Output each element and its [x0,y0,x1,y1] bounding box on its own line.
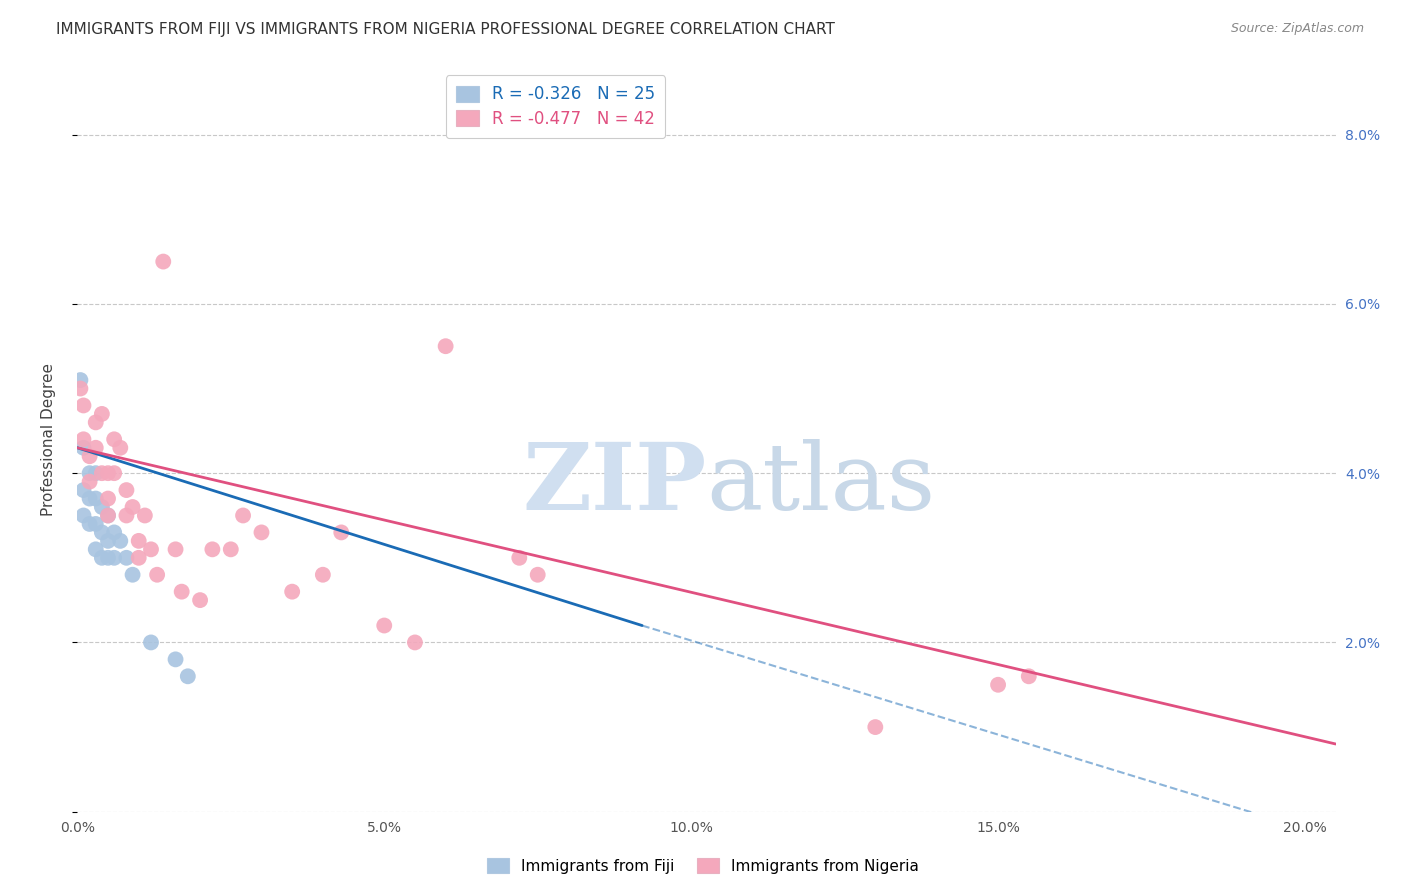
Point [79,449,101,463]
Point [79,491,101,506]
Point [1018,669,1040,683]
Point [97,508,120,523]
Point [177,669,200,683]
Point [115,508,138,523]
Legend: Immigrants from Fiji, Immigrants from Nigeria: Immigrants from Fiji, Immigrants from Ni… [481,852,925,880]
Text: IMMIGRANTS FROM FIJI VS IMMIGRANTS FROM NIGERIA PROFESSIONAL DEGREE CORRELATION : IMMIGRANTS FROM FIJI VS IMMIGRANTS FROM … [56,22,835,37]
Point [165,652,187,666]
Point [103,550,125,565]
Legend: R = -0.326   N = 25, R = -0.477   N = 42: R = -0.326 N = 25, R = -0.477 N = 42 [446,75,665,138]
Point [97,550,120,565]
Point [79,466,101,480]
Point [97,533,120,548]
Point [84,441,107,455]
Point [90,500,112,514]
Point [170,584,193,599]
Point [84,466,107,480]
Point [139,635,162,649]
Point [232,508,254,523]
Point [90,550,112,565]
Point [219,542,242,557]
Point [103,466,125,480]
Point [110,533,132,548]
Point [97,491,120,506]
Point [115,550,138,565]
Point [72,483,94,497]
Point [373,618,395,632]
Point [128,533,150,548]
Point [72,508,94,523]
Point [84,542,107,557]
Point [121,567,143,582]
Point [134,508,156,523]
Point [330,525,353,540]
Point [103,525,125,540]
Point [79,516,101,531]
Point [865,720,887,734]
Point [72,399,94,413]
Point [250,525,273,540]
Y-axis label: Professional Degree: Professional Degree [42,363,56,516]
Point [434,339,457,353]
Point [139,542,162,557]
Point [312,567,335,582]
Point [188,593,211,607]
Point [90,407,112,421]
Text: atlas: atlas [707,439,936,529]
Text: Source: ZipAtlas.com: Source: ZipAtlas.com [1230,22,1364,36]
Point [69,382,91,396]
Point [72,433,94,447]
Point [97,508,120,523]
Point [281,584,304,599]
Point [404,635,426,649]
Point [115,483,138,497]
Point [201,542,224,557]
Point [121,500,143,514]
Point [84,491,107,506]
Point [84,516,107,531]
Point [79,475,101,489]
Point [165,542,187,557]
Point [69,373,91,387]
Point [110,441,132,455]
Point [84,416,107,430]
Point [90,525,112,540]
Point [508,550,530,565]
Point [152,254,174,268]
Point [90,466,112,480]
Point [103,433,125,447]
Text: ZIP: ZIP [522,439,707,529]
Point [72,441,94,455]
Point [146,567,169,582]
Point [526,567,548,582]
Point [987,678,1010,692]
Point [97,466,120,480]
Point [128,550,150,565]
